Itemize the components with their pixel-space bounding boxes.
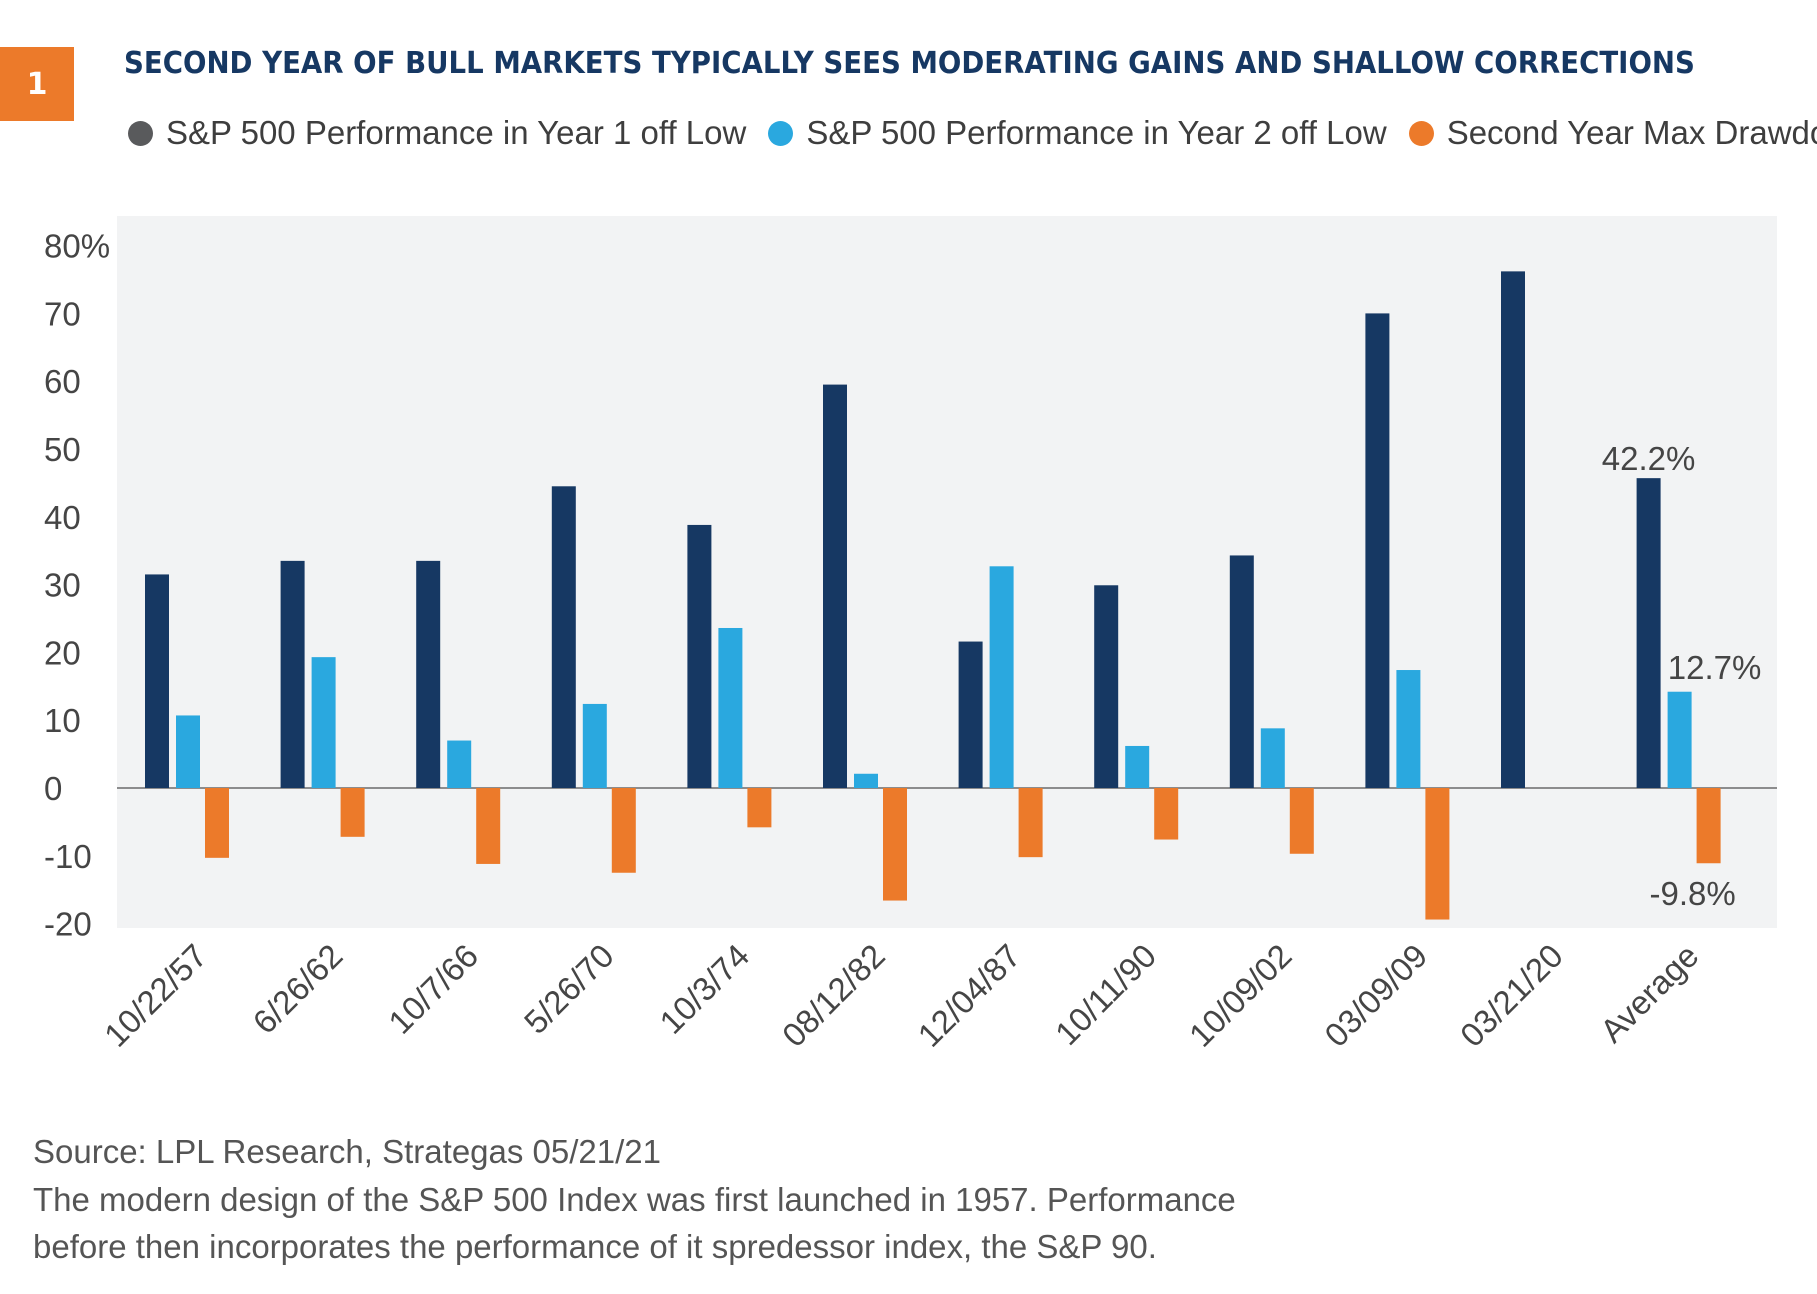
bar-year2	[1667, 691, 1692, 788]
bar-drawdown	[205, 788, 229, 858]
y-tick-label: 50	[44, 431, 81, 468]
y-tick-label: 60	[44, 363, 81, 400]
legend-label-drawdown: Second Year Max Drawdown	[1446, 114, 1817, 151]
bar-year2	[1260, 728, 1285, 788]
bar-year1	[551, 486, 576, 788]
y-tick-label: 20	[44, 634, 81, 671]
x-category-label: 10/7/66	[381, 937, 485, 1041]
legend-item-year1: S&P 500 Performance in Year 1 off Low	[128, 114, 746, 152]
bar-year2	[1396, 670, 1421, 788]
x-category-label: Average	[1593, 937, 1706, 1050]
x-category-label: 10/09/02	[1182, 937, 1299, 1054]
bar-year1	[416, 560, 441, 788]
chart-title: SECOND YEAR OF BULL MARKETS TYPICALLY SE…	[124, 46, 1695, 81]
legend-item-year2: S&P 500 Performance in Year 2 off Low	[768, 114, 1387, 152]
bar-year1	[1229, 555, 1254, 788]
bar-year2	[176, 715, 200, 788]
legend-dot-year2	[768, 120, 794, 146]
bar-year1	[958, 641, 983, 788]
legend-dot-year1	[128, 120, 153, 146]
average-value-label: 12.7%	[1668, 649, 1762, 686]
bar-year2	[854, 773, 878, 788]
bar-drawdown	[611, 788, 636, 873]
y-tick-label: -10	[44, 838, 92, 875]
bar-drawdown	[1018, 788, 1043, 858]
bar-year2	[311, 657, 336, 788]
source-note: Source: LPL Research, Strategas 05/21/21	[33, 1133, 661, 1170]
bar-drawdown	[1289, 788, 1314, 854]
bar-drawdown	[476, 788, 501, 864]
y-tick-label: -20	[44, 906, 92, 943]
plot-background	[117, 216, 1777, 928]
legend-dot-drawdown	[1408, 120, 1434, 146]
bar-year1	[1365, 313, 1390, 788]
x-category-label: 03/21/20	[1453, 937, 1570, 1054]
x-category-label: 6/26/62	[246, 937, 350, 1041]
bar-year2	[1125, 745, 1150, 788]
y-tick-label: 40	[44, 499, 81, 536]
bar-year1	[280, 560, 305, 788]
y-tick-label: 0	[44, 770, 62, 807]
bar-year1	[823, 384, 847, 788]
bar-drawdown	[1154, 788, 1179, 840]
y-tick-label: 80%	[44, 228, 110, 265]
x-category-label: 5/26/70	[517, 937, 621, 1041]
bar-drawdown	[1696, 788, 1721, 864]
bar-year1	[687, 524, 712, 788]
x-category-label: 12/04/87	[911, 937, 1028, 1054]
bar-year2	[582, 703, 607, 788]
bar-drawdown	[883, 788, 907, 901]
footnote-line-1: The modern design of the S&P 500 Index w…	[33, 1181, 1236, 1218]
bar-drawdown	[1425, 788, 1450, 920]
x-category-label: 03/09/09	[1317, 937, 1434, 1054]
bar-year2	[718, 627, 743, 788]
x-category-label: 10/11/90	[1048, 937, 1163, 1052]
y-tick-label: 10	[44, 702, 81, 739]
legend-label-year1: S&P 500 Performance in Year 1 off Low	[166, 114, 747, 151]
bar-year1	[1636, 478, 1661, 788]
bar-year2	[989, 566, 1014, 788]
chart-number-badge: 1	[0, 47, 74, 121]
chart-legend: S&P 500 Performance in Year 1 off Low S&…	[128, 114, 1817, 152]
y-tick-label: 70	[44, 295, 81, 332]
bar-drawdown	[340, 788, 365, 837]
average-value-label: 42.2%	[1602, 440, 1696, 477]
legend-item-drawdown: Second Year Max Drawdown	[1408, 114, 1817, 152]
bar-drawdown	[747, 788, 772, 828]
average-value-label: -9.8%	[1649, 875, 1735, 912]
footnote-line-2: before then incorporates the performance…	[33, 1228, 1157, 1265]
x-category-label: 10/22/57	[97, 937, 214, 1054]
x-category-label: 08/12/82	[775, 937, 892, 1054]
legend-label-year2: S&P 500 Performance in Year 2 off Low	[806, 114, 1387, 151]
y-tick-label: 30	[44, 567, 81, 604]
bar-year1	[1501, 271, 1525, 788]
bar-year2	[447, 740, 472, 788]
bar-year1	[145, 574, 169, 788]
bar-year1	[1094, 585, 1119, 788]
x-category-label: 10/3/74	[652, 937, 756, 1041]
